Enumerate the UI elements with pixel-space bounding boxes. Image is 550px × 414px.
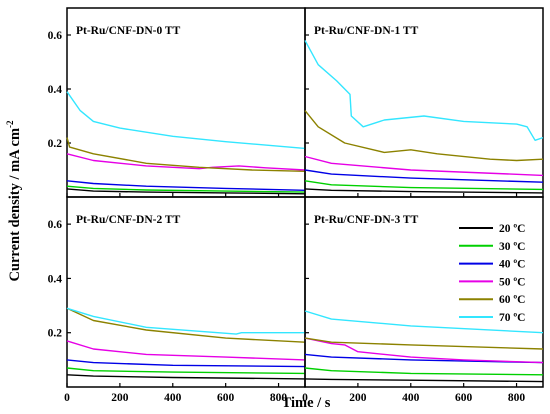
series-line-70c xyxy=(66,91,306,150)
series-line-30c xyxy=(304,367,544,376)
x-tick-label: 0 xyxy=(64,392,70,404)
panel-title: Pt-Ru/CNF-DN-3 TT xyxy=(314,214,419,226)
series-line-50c xyxy=(66,340,306,361)
series-line-60c xyxy=(304,337,544,350)
series-line-50c xyxy=(304,155,544,177)
x-tick-label: 0 xyxy=(302,392,308,404)
series-line-20c xyxy=(66,188,306,195)
series-line-40c xyxy=(66,359,306,368)
x-tick-label: 200 xyxy=(111,392,129,404)
y-axis-label-text: Current density / mA cm xyxy=(7,128,23,282)
legend-label: 30 ºC xyxy=(499,241,525,253)
x-tick-label: 800 xyxy=(508,392,526,404)
legend-label: 60 ºC xyxy=(499,294,525,306)
y-tick-label: 0.4 xyxy=(48,273,63,285)
y-tick-label: 0.4 xyxy=(48,84,63,96)
plot-layer: 0.2 0.4 0.6 Pt-Ru/CNF-DN-0 TT Pt-Ru/CNF-DN-1… xyxy=(48,7,544,404)
panel-2: 0.2 0.4 0.6 0 200 400 600 800 Pt-Ru/CNF-DN-2 TT xyxy=(48,196,306,404)
series-line-60c xyxy=(66,307,306,343)
y-tick-label: 0.2 xyxy=(48,138,63,150)
legend-label: 40 ºC xyxy=(499,259,525,271)
legend-label: 70 ºC xyxy=(499,312,525,324)
series-line-20c xyxy=(66,374,306,380)
series-line-20c xyxy=(304,188,544,194)
series-line-30c xyxy=(66,185,306,193)
panel-3: 0 200 400 600 800 Pt-Ru/CNF-DN-3 TT xyxy=(302,196,544,404)
series-line-40c xyxy=(304,353,544,364)
legend-label: 50 ºC xyxy=(499,276,525,288)
panel-0: 0.2 0.4 0.6 Pt-Ru/CNF-DN-0 TT xyxy=(48,7,306,198)
legend-label: 20 ºC xyxy=(499,223,525,235)
series-line-50c xyxy=(66,153,306,171)
y-tick-label: 0.2 xyxy=(48,328,63,340)
series-line-20c xyxy=(304,378,544,383)
x-tick-label: 800 xyxy=(270,392,288,404)
panel-title: Pt-Ru/CNF-DN-0 TT xyxy=(76,25,181,37)
series-line-70c xyxy=(66,307,305,335)
series-line-50c xyxy=(304,337,544,364)
x-tick-label: 600 xyxy=(455,392,473,404)
panel-1: Pt-Ru/CNF-DN-1 TT xyxy=(304,7,544,198)
x-tick-label: 400 xyxy=(164,392,182,404)
series-line-40c xyxy=(66,180,306,191)
panel-frame xyxy=(304,196,544,388)
x-tick-label: 600 xyxy=(217,392,235,404)
y-axis-label-superscript: -2 xyxy=(5,120,15,128)
panel-title: Pt-Ru/CNF-DN-1 TT xyxy=(314,25,419,37)
series-line-60c xyxy=(66,137,306,172)
series-line-30c xyxy=(304,180,544,191)
legend: 20 ºC 30 ºC 40 ºC 50 ºC 60 ºC 70 ºC xyxy=(459,223,525,324)
y-tick-label: 0.6 xyxy=(48,219,63,231)
x-tick-label: 200 xyxy=(349,392,367,404)
series-line-40c xyxy=(304,169,544,183)
y-tick-label: 0.6 xyxy=(48,30,63,42)
series-line-30c xyxy=(66,367,306,375)
series-line-70c xyxy=(304,40,544,142)
y-axis-label: Current density / mA cm-2 xyxy=(5,120,23,282)
series-line-70c xyxy=(304,310,544,334)
series-line-60c xyxy=(304,110,544,162)
x-tick-label: 400 xyxy=(402,392,420,404)
x-axis-label: Time / s xyxy=(282,395,331,411)
panel-title: Pt-Ru/CNF-DN-2 TT xyxy=(76,214,181,226)
